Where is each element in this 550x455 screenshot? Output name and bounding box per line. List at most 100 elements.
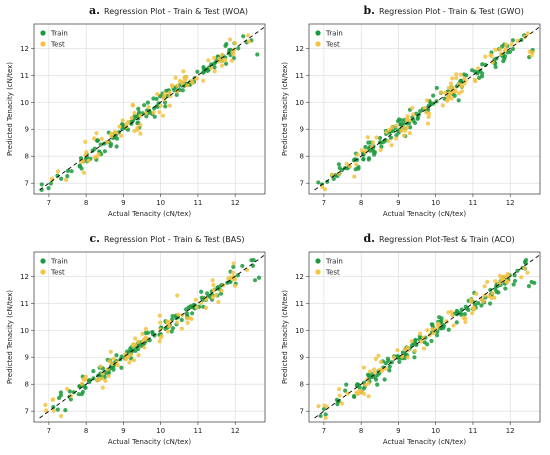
train-point <box>389 360 395 365</box>
train-point <box>355 382 360 387</box>
x-tick-label: 12 <box>231 427 240 435</box>
test-point <box>337 393 342 398</box>
test-point <box>463 316 468 321</box>
panel-letter: c. <box>89 232 100 245</box>
test-point <box>372 370 377 375</box>
train-point <box>412 120 418 126</box>
train-point <box>422 340 427 345</box>
test-point <box>449 309 454 314</box>
train-point <box>67 389 72 394</box>
reference-line <box>314 254 541 419</box>
x-tick-label: 11 <box>468 199 477 207</box>
legend-test-marker <box>40 41 46 47</box>
panel-letter: b. <box>363 4 375 17</box>
test-point <box>50 397 56 402</box>
test-point <box>132 110 137 116</box>
train-point <box>511 282 516 287</box>
test-point <box>404 125 409 130</box>
legend-test-label: Test <box>50 41 65 49</box>
test-point <box>357 388 362 394</box>
test-point <box>383 366 388 371</box>
test-point <box>412 348 417 354</box>
test-point <box>216 56 222 61</box>
test-point <box>468 297 473 302</box>
train-point <box>366 157 371 162</box>
reference-line <box>39 26 266 191</box>
train-point <box>318 413 323 419</box>
test-point <box>386 138 391 144</box>
test-point <box>483 54 488 59</box>
test-point <box>92 136 97 141</box>
test-point <box>177 78 183 84</box>
test-point <box>337 386 342 392</box>
test-point <box>446 91 451 96</box>
train-point <box>91 369 96 374</box>
legend-train-marker <box>40 258 46 264</box>
chart-panel-gwo: b. Regression Plot - Train & Test (GWO) 7 8… <box>275 0 550 227</box>
x-tick-label: 8 <box>359 199 363 207</box>
train-point <box>331 176 336 181</box>
test-point <box>409 339 414 344</box>
train-point <box>387 368 392 373</box>
test-point <box>522 34 528 40</box>
test-point <box>188 79 193 84</box>
train-point <box>503 286 508 291</box>
test-point <box>393 136 399 141</box>
x-tick-label: 9 <box>396 199 400 207</box>
test-point <box>374 135 379 140</box>
train-point <box>195 69 200 74</box>
test-point <box>352 174 357 179</box>
chart-panel-woa: a. Regression Plot - Train & Test (WOA) 7 8… <box>0 0 275 227</box>
test-point <box>232 283 238 288</box>
test-point <box>180 81 185 86</box>
test-point <box>339 401 345 406</box>
test-point <box>158 327 163 332</box>
x-tick-label: 10 <box>431 199 440 207</box>
test-point <box>99 136 104 141</box>
test-point <box>470 311 475 316</box>
test-point <box>316 404 321 409</box>
train-point <box>357 385 362 390</box>
test-point <box>485 279 490 284</box>
test-point <box>94 130 99 136</box>
train-point <box>65 168 71 174</box>
test-point <box>378 147 383 153</box>
train-point <box>77 384 82 389</box>
test-point <box>160 113 166 118</box>
test-point <box>219 288 224 293</box>
train-point <box>386 358 391 363</box>
train-point <box>356 166 361 171</box>
y-tick-label: 11 <box>295 72 304 80</box>
y-tick-label: 9 <box>25 126 29 134</box>
test-point <box>174 89 180 94</box>
test-point <box>456 82 462 87</box>
test-point <box>109 133 114 139</box>
test-point <box>519 275 524 280</box>
train-point <box>211 61 217 67</box>
train-point <box>205 291 210 296</box>
train-point <box>415 115 420 120</box>
train-point <box>462 312 467 317</box>
test-point <box>55 169 61 174</box>
y-tick-label: 10 <box>20 99 29 107</box>
train-point <box>173 315 179 321</box>
y-tick-label: 10 <box>295 327 304 335</box>
plot-frame <box>33 251 266 423</box>
train-point <box>77 164 82 169</box>
legend-test-marker <box>315 269 321 275</box>
test-point <box>185 83 190 88</box>
test-point <box>367 369 373 374</box>
test-point <box>446 85 451 90</box>
test-point <box>525 31 530 36</box>
train-point <box>114 136 120 141</box>
plot-frame <box>308 23 541 195</box>
test-point <box>498 47 503 52</box>
y-tick-label: 10 <box>20 327 29 335</box>
test-point <box>497 273 503 278</box>
plot-frame <box>308 251 541 423</box>
train-point <box>255 52 260 57</box>
test-point <box>365 135 370 140</box>
test-point <box>81 170 87 175</box>
test-point <box>430 327 435 332</box>
test-point <box>451 323 456 328</box>
